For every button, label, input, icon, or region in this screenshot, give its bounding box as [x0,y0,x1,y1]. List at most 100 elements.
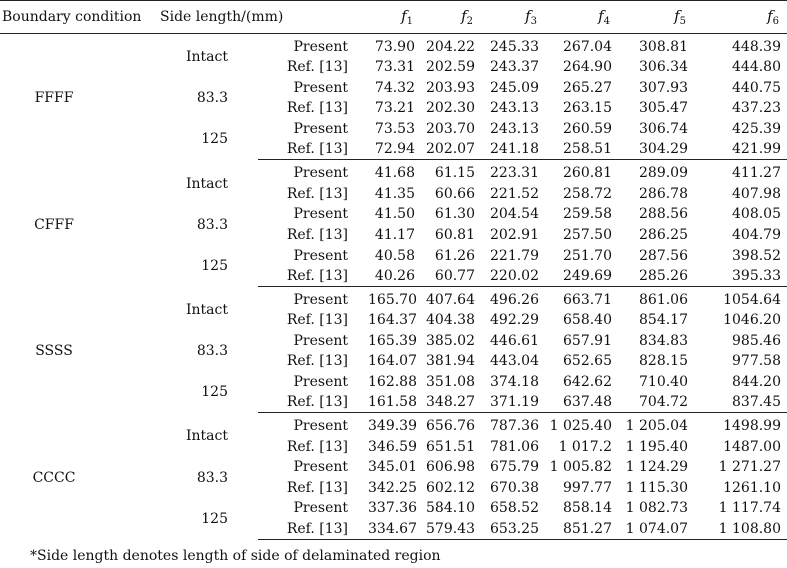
table-row: CCCC Intact Present 349.39 656.76 787.36 1 025… [0,413,787,485]
frequency-f4-cell: 265.27 [563,79,612,96]
f-symbol: f [525,7,531,25]
source-cell: Present [293,121,348,138]
frequency-f2-cell: 385.02 [426,332,475,349]
side-length-cell: 83.3 [196,216,228,233]
frequency-f3-cell: 781.06 [490,438,539,455]
frequency-f6-cell: 1261.10 [723,479,781,496]
frequency-f5-cell: 861.06 [639,291,688,308]
frequency-f5-cell: 308.81 [639,39,688,55]
frequency-f4-cell: 1 005.82 [549,459,612,476]
header-side-length: Side length/(mm) [146,0,283,34]
table-row: 83.3 Present 345.01 606.98 675.79 1 005.82 1 1… [0,457,787,485]
table-header: Boundary condition Side length/(mm) f1 f… [0,0,787,34]
source-cell: Present [293,165,348,182]
table-row: 125 Present 73.53 203.70 243.13 260.59 306.74 4… [0,119,787,147]
frequency-f6-cell: 985.46 [732,332,781,349]
frequency-f1-cell: 41.35 [374,185,415,202]
frequency-f1-cell: 165.70 [368,291,417,308]
frequency-f5-cell: 289.09 [639,165,688,182]
frequency-f5-cell: 286.25 [639,226,688,243]
header-row: Boundary condition Side length/(mm) f1 f… [0,0,787,34]
frequency-f2-cell: 61.26 [434,247,475,264]
frequency-f5-cell: 854.17 [639,312,688,329]
f-subscript: 4 [603,16,610,27]
frequency-f2-cell: 407.64 [426,291,475,308]
frequency-f5-cell: 306.74 [639,121,688,138]
frequency-f5-cell: 1 205.04 [625,418,688,435]
table-row: 83.3 Present 165.39 385.02 446.61 657.91 834.8… [0,331,787,359]
frequency-f1-cell: 162.88 [368,374,417,391]
side-length-cell: 83.3 [196,343,228,360]
table-row: Ref. [13] 334.67 579.43 653.25 851.27 1 074.0… [0,518,787,540]
frequency-f3-cell: 492.29 [490,312,539,329]
f-symbol: f [767,7,773,25]
frequency-f6-cell: 837.45 [694,392,787,414]
frequency-f5-cell: 1 124.29 [625,459,688,476]
frequency-f6-cell: 1046.20 [723,312,781,329]
frequency-f2-cell: 61.30 [434,206,475,223]
header-f2: f2 [421,0,481,34]
frequency-f3-cell: 243.13 [490,121,539,138]
side-length-cell: Intact [186,428,228,445]
frequency-f4-cell: 657.91 [563,332,612,349]
side-length-cell: 125 [201,384,228,401]
frequency-f1-cell: 73.31 [374,59,415,76]
frequency-f6-cell: 1 271.27 [718,459,781,476]
source-cell: Present [293,79,348,96]
table-body: FFFF Intact Present 73.90 204.22 245.33 267.04… [0,34,787,540]
table-row: Ref. [13] 41.35 60.66 221.52 258.72 286.78 407… [0,183,787,204]
frequency-f6-cell: 1487.00 [723,438,781,455]
frequency-f2-cell: 60.81 [434,226,475,243]
source-cell: Ref. [13] [286,185,348,202]
header-f3: f3 [481,0,545,34]
frequency-f2-cell: 584.10 [426,500,475,517]
source-cell: Ref. [13] [258,139,366,161]
frequency-f6-cell: 408.05 [732,206,781,223]
source-cell: Present [293,291,348,308]
table-row: Ref. [13] 161.58 348.27 371.19 637.48 704.72 8… [0,392,787,414]
frequency-f2-cell: 202.30 [426,100,475,117]
source-cell: Present [293,332,348,349]
frequency-f4-cell: 1 025.40 [549,418,612,435]
frequency-f5-cell: 305.47 [639,100,688,117]
frequency-f2-cell: 202.07 [421,139,481,161]
frequency-f3-cell: 675.79 [490,459,539,476]
side-length-cell: 125 [201,510,228,527]
source-cell: Ref. [13] [258,392,366,414]
frequency-f1-cell: 349.39 [368,418,417,435]
frequency-f2-cell: 202.59 [426,59,475,76]
frequency-f6-cell: 398.52 [732,247,781,264]
source-cell: Ref. [13] [286,312,348,329]
table-row: Ref. [13] 164.07 381.94 443.04 652.65 828.15 9… [0,351,787,372]
table-row: CFFF Intact Present 41.68 61.15 223.31 260.81 2… [0,160,787,232]
frequency-f2-cell: 60.77 [421,265,481,287]
frequency-f1-cell: 334.67 [366,518,421,540]
frequency-f1-cell: 73.90 [374,39,415,55]
frequency-f3-cell: 241.18 [481,139,545,161]
f-subscript: 5 [679,16,686,27]
frequency-f5-cell: 287.56 [639,247,688,264]
frequency-f3-cell: 653.25 [481,518,545,540]
frequency-f6-cell: 977.58 [732,353,781,370]
source-cell: Present [293,247,348,264]
frequency-f3-cell: 245.33 [490,39,539,55]
side-length-cell: 83.3 [196,469,228,486]
frequency-f6-cell: 395.33 [694,265,787,287]
f-symbol: f [401,7,407,25]
source-cell: Ref. [13] [286,479,348,496]
frequency-f6-cell: 444.80 [732,59,781,76]
table-row: Ref. [13] 40.26 60.77 220.02 249.69 285.26 395… [0,265,787,287]
f-subscript: 2 [466,16,473,27]
frequency-f4-cell: 259.58 [563,206,612,223]
frequency-f4-cell: 663.71 [563,291,612,308]
frequency-f2-cell: 60.66 [434,185,475,202]
source-cell: Present [293,39,348,55]
source-cell: Ref. [13] [286,59,348,76]
frequency-f4-cell: 858.14 [563,500,612,517]
frequency-f4-cell: 851.27 [545,518,618,540]
frequency-f5-cell: 1 195.40 [625,438,688,455]
header-f5: f5 [618,0,694,34]
frequency-f1-cell: 40.58 [374,247,415,264]
frequency-f3-cell: 243.37 [490,59,539,76]
frequency-f2-cell: 602.12 [426,479,475,496]
